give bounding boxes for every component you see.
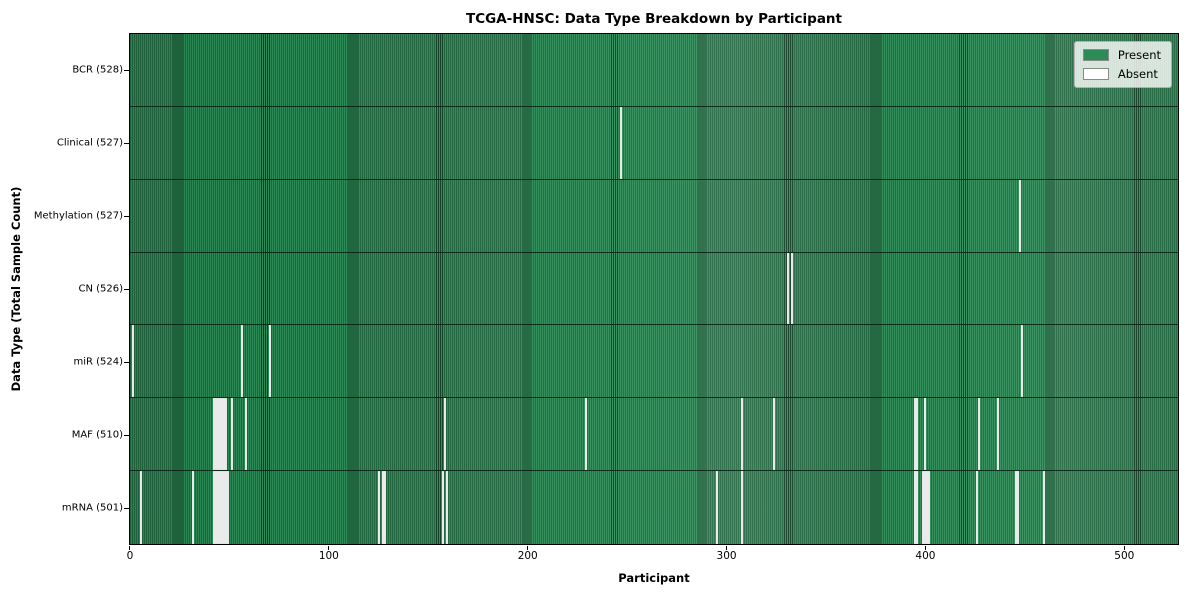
absent-stripe	[786, 252, 789, 325]
row-label-maf: MAF (510)	[71, 429, 123, 441]
row-label-bcr: BCR (528)	[72, 64, 123, 76]
legend-label-present: Present	[1117, 48, 1161, 62]
row-cn	[130, 252, 1178, 326]
absent-stripe	[139, 471, 142, 544]
absent-stripe	[131, 325, 134, 398]
x-tick	[527, 546, 529, 550]
y-tick	[124, 362, 129, 364]
y-tick	[124, 215, 129, 217]
row-label-mir: miR (524)	[73, 356, 123, 368]
absent-stripe	[1017, 471, 1020, 544]
absent-stripe	[219, 471, 222, 544]
y-tick	[124, 289, 129, 290]
absent-stripe	[923, 471, 926, 544]
absent-stripe	[741, 471, 744, 544]
x-tick-label: 0	[126, 550, 134, 562]
absent-stripe	[221, 398, 224, 471]
absent-stripe	[773, 398, 776, 471]
absent-stripe	[245, 398, 248, 471]
absent-stripe	[921, 471, 924, 544]
x-tick	[1123, 546, 1125, 550]
row-clinical	[130, 106, 1178, 180]
y-tick	[124, 142, 129, 144]
absent-stripe	[215, 471, 218, 544]
row-label-cn: CN (526)	[78, 283, 123, 295]
x-tick-label: 300	[716, 550, 737, 562]
absent-stripe	[914, 471, 916, 544]
x-tick-label: 100	[318, 550, 339, 562]
absent-stripe	[378, 471, 381, 544]
legend-label-absent: Absent	[1117, 67, 1158, 81]
x-tick-label: 400	[915, 550, 936, 562]
absent-stripe	[268, 325, 271, 398]
plot-area: Present Absent	[129, 33, 1179, 545]
y-axis-label: Data Type (Total Sample Count)	[9, 186, 23, 392]
absent-stripe	[715, 471, 718, 544]
absent-stripe	[741, 398, 744, 471]
absent-stripe	[1021, 325, 1024, 398]
absent-stripe	[241, 325, 244, 398]
absent-stripe	[997, 398, 1000, 471]
row-mir	[130, 325, 1178, 399]
x-tick	[129, 546, 131, 550]
x-tick	[924, 546, 926, 550]
absent-stripe	[1043, 471, 1045, 544]
absent-stripe	[217, 471, 220, 544]
row-maf	[130, 398, 1178, 472]
x-tick-label: 200	[517, 550, 538, 562]
y-tick	[124, 435, 129, 437]
legend-swatch-present	[1082, 49, 1109, 61]
x-axis-label: Participant	[618, 571, 690, 585]
legend: Present Absent	[1073, 41, 1172, 88]
y-tick	[124, 508, 129, 510]
absent-stripe	[223, 471, 226, 544]
row-bcr	[130, 34, 1178, 107]
x-tick	[328, 546, 330, 550]
absent-stripe	[923, 398, 926, 471]
legend-swatch-absent	[1082, 68, 1109, 80]
absent-stripe	[215, 398, 218, 471]
row-mrna	[130, 471, 1178, 544]
absent-stripe	[925, 471, 928, 544]
legend-item-absent: Absent	[1082, 67, 1161, 81]
absent-stripe	[382, 471, 385, 544]
absent-stripe	[231, 398, 234, 471]
absent-stripe	[977, 398, 980, 471]
absent-stripe	[443, 398, 446, 471]
row-label-mrna: mRNA (501)	[61, 502, 123, 514]
absent-stripe	[223, 398, 226, 471]
absent-stripe	[1019, 179, 1022, 252]
absent-stripe	[213, 471, 216, 544]
absent-stripe	[441, 471, 444, 544]
absent-stripe	[191, 471, 194, 544]
row-label-clinical: Clinical (527)	[56, 137, 123, 149]
absent-stripe	[217, 398, 220, 471]
absent-stripe	[225, 398, 228, 471]
absent-stripe	[916, 398, 918, 471]
absent-stripe	[445, 471, 448, 544]
absent-stripe	[227, 471, 230, 544]
absent-stripe	[975, 471, 978, 544]
absent-stripe	[927, 471, 930, 544]
legend-item-present: Present	[1082, 48, 1161, 62]
absent-stripe	[221, 471, 224, 544]
row-label-methylation: Methylation (527)	[33, 210, 123, 222]
absent-stripe	[584, 398, 587, 471]
absent-stripe	[384, 471, 387, 544]
x-tick-label: 500	[1114, 550, 1135, 562]
absent-stripe	[914, 398, 916, 471]
x-tick	[726, 546, 728, 550]
absent-stripe	[1015, 471, 1018, 544]
y-tick	[124, 69, 129, 71]
absent-stripe	[219, 398, 222, 471]
absent-stripe	[620, 106, 623, 179]
absent-stripe	[916, 471, 918, 544]
absent-stripe	[213, 398, 216, 471]
chart-title: TCGA-HNSC: Data Type Breakdown by Partic…	[465, 11, 843, 27]
absent-stripe	[790, 252, 793, 325]
absent-stripe	[225, 471, 228, 544]
row-methylation	[130, 179, 1178, 253]
